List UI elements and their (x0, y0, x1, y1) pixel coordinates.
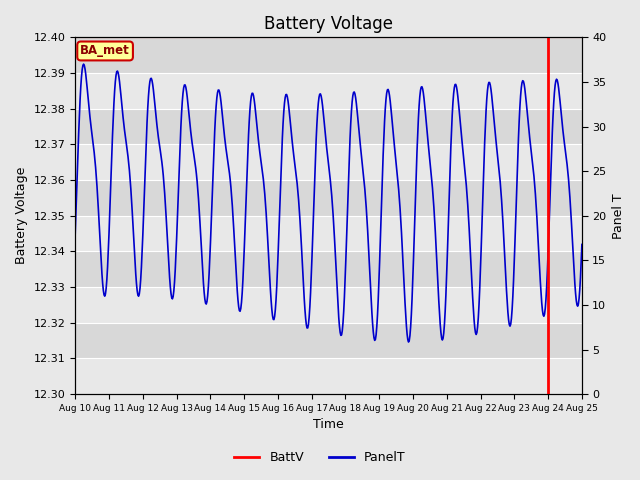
Legend: BattV, PanelT: BattV, PanelT (229, 446, 411, 469)
Bar (75, 252, 582, 287)
Bar (75, 323, 582, 359)
Bar (75, 144, 582, 180)
Bar (75, 287, 582, 323)
Bar (75, 180, 582, 216)
X-axis label: Time: Time (313, 419, 344, 432)
Bar (75, 359, 582, 394)
Title: Battery Voltage: Battery Voltage (264, 15, 393, 33)
Bar (75, 108, 582, 144)
Bar (75, 73, 582, 108)
Bar (75, 216, 582, 252)
Y-axis label: Panel T: Panel T (612, 193, 625, 239)
Y-axis label: Battery Voltage: Battery Voltage (15, 167, 28, 264)
Bar (75, 37, 582, 73)
Text: BA_met: BA_met (80, 45, 130, 58)
